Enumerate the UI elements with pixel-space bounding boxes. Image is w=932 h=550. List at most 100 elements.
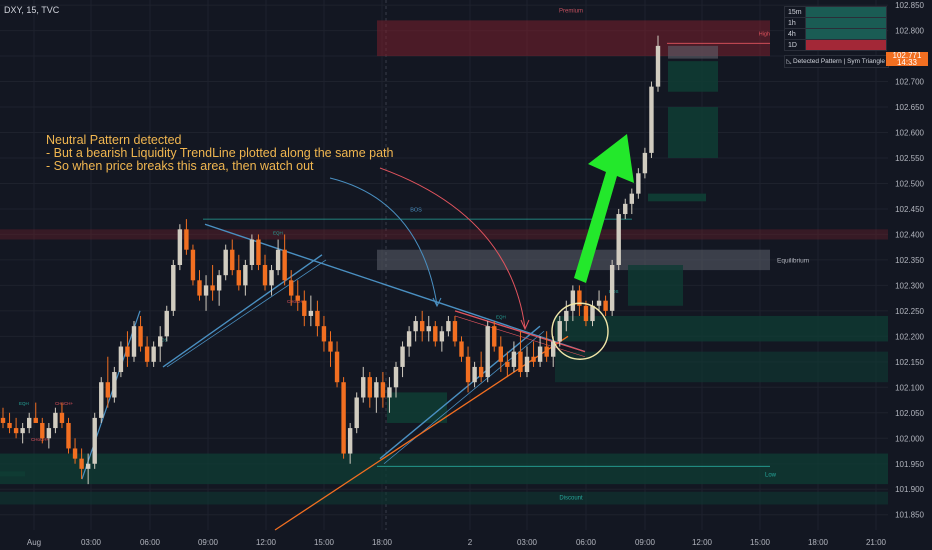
highlight-circle [551, 302, 609, 360]
candle-body [33, 417, 38, 423]
price-tick-label: 102.350 [895, 256, 924, 265]
time-tick-label: 15:00 [750, 538, 771, 547]
tf-label: 4h [784, 28, 806, 40]
order-block [555, 351, 888, 383]
candle-body [40, 422, 45, 439]
candle-body [308, 310, 314, 316]
candle-body [636, 173, 641, 194]
arrow-head [520, 319, 530, 331]
time-tick-label: 06:00 [140, 538, 161, 547]
premium-label: Premium [559, 9, 583, 15]
tf-row: 1D [784, 39, 887, 51]
candle-body [347, 428, 353, 454]
high-label: High [759, 32, 770, 38]
candle-body [511, 351, 517, 367]
chart-annotations [329, 134, 634, 360]
candle-body [190, 249, 196, 281]
last-price: 102.771 [892, 51, 922, 60]
candle-body [184, 229, 189, 250]
candle-body [551, 341, 556, 357]
discount-zone [0, 453, 888, 485]
time-tick-label: 06:00 [576, 538, 597, 547]
price-tick-label: 101.900 [895, 485, 924, 494]
candle-body [420, 321, 425, 332]
price-tick-label: 102.250 [895, 307, 924, 316]
liquidity-trendline [379, 325, 541, 460]
candle-body [138, 326, 143, 347]
order-block [648, 193, 706, 202]
candle-body [7, 422, 12, 429]
tf-row: 15m [784, 6, 887, 18]
structure-label: CHoCH+ [55, 401, 74, 406]
liquidity-trendline [162, 254, 323, 368]
candle-body [387, 387, 392, 398]
candle-body [400, 346, 405, 367]
candle-body [177, 229, 183, 265]
candle-body [590, 305, 595, 322]
candle-body [85, 463, 91, 469]
candle-body [374, 382, 379, 398]
liquidity-trendline [204, 223, 586, 353]
candle-body [144, 346, 150, 362]
time-tick-label: Aug [27, 538, 41, 547]
time-tick-label: 12:00 [256, 538, 277, 547]
price-tick-label: 101.850 [895, 511, 924, 520]
price-tick-label: 102.100 [895, 383, 924, 392]
time-tick-label: 21:00 [866, 538, 887, 547]
candle-body [275, 249, 281, 271]
candle-body [498, 346, 503, 362]
last-price-tag: 102.771 14:33 [886, 51, 928, 67]
arrow-head [432, 297, 442, 308]
candle-body [223, 249, 228, 276]
candle-body [492, 326, 497, 347]
price-tick-label: 102.500 [895, 179, 924, 188]
candle-body [655, 45, 661, 87]
candle-body [459, 341, 464, 357]
candle-body [131, 326, 137, 357]
price-tick-label: 102.050 [895, 409, 924, 418]
candle-body [46, 428, 52, 439]
liquidity-trendline [166, 259, 327, 368]
candle-body [564, 310, 569, 322]
time-tick-label: 18:00 [808, 538, 829, 547]
candle-body [537, 346, 543, 362]
structure-label: BOS [158, 337, 168, 342]
candle-body [79, 458, 84, 469]
candle-body [158, 336, 163, 347]
candle-body [230, 249, 235, 271]
time-tick-label: 2 [468, 538, 473, 547]
price-tick-label: 102.550 [895, 154, 924, 163]
candle-body [315, 310, 320, 327]
order-block [668, 107, 718, 158]
candle-body [485, 326, 490, 378]
candle-body [557, 321, 562, 342]
candle-body [262, 265, 268, 286]
candle-body [216, 275, 222, 291]
price-tick-label: 102.150 [895, 358, 924, 367]
candle-body [472, 366, 477, 383]
symbol-title: DXY, 15, TVC [4, 5, 60, 15]
candle-body [99, 382, 104, 418]
candle-body [577, 290, 582, 306]
triangle-pattern-icon: ◺ [786, 58, 792, 65]
candle-body [321, 326, 327, 342]
liquidity-trendline [383, 330, 545, 465]
curved-arrow [329, 177, 438, 306]
candle-body [439, 331, 445, 342]
order-block-gray [668, 45, 718, 59]
bos-label: BOS [410, 207, 422, 213]
candle-body [203, 285, 209, 296]
tf-label: 15m [784, 6, 806, 18]
order-block [628, 265, 683, 306]
candle-body [518, 351, 523, 373]
candle-body [380, 382, 386, 398]
candle-body [171, 265, 176, 311]
price-tick-label: 102.600 [895, 129, 924, 138]
candle-body [361, 377, 366, 398]
time-axis: Aug 03:00 06:00 09:00 12:00 15:00 18:00 2 03:00 0… [27, 538, 887, 547]
candle-body [642, 152, 648, 174]
equilibrium-zone [377, 249, 770, 271]
candle-body [465, 356, 471, 383]
candle-body [452, 321, 458, 342]
